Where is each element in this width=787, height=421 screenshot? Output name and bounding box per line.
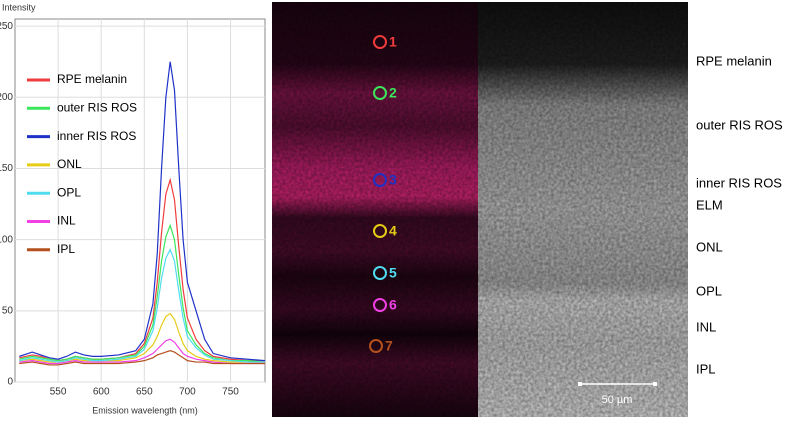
roi-marker (373, 173, 387, 187)
x-tick-label: 650 (136, 387, 153, 398)
legend-label: ONL (57, 157, 82, 171)
roi-marker (373, 35, 387, 49)
legend-label: inner RIS ROS (57, 129, 136, 143)
image-texture (478, 2, 688, 417)
roi-label: 1 (389, 34, 397, 50)
roi-label: 6 (389, 297, 397, 313)
y-tick-label: 250 (0, 21, 13, 32)
x-axis-label: Emission wavelength (nm) (92, 405, 198, 415)
plot-area (14, 18, 266, 383)
layer-label: outer RIS ROS (696, 117, 783, 132)
layer-label: ONL (696, 239, 723, 254)
legend-label: IPL (57, 242, 75, 256)
scale-bar-end (578, 382, 582, 386)
layer-label: ELM (696, 197, 723, 212)
y-axis-label: Intensity (2, 2, 36, 12)
series-line (19, 61, 266, 362)
roi-label: 2 (389, 85, 397, 101)
x-tick-label: 700 (179, 387, 196, 398)
legend-label: RPE melanin (57, 72, 127, 86)
y-tick-label: 200 (0, 92, 13, 103)
layer-label: RPE melanin (696, 53, 772, 68)
roi-label: 3 (389, 172, 397, 188)
roi-label: 5 (389, 265, 397, 281)
series-line (19, 350, 265, 366)
y-tick-label: 50 (2, 305, 14, 316)
roi-marker (369, 339, 383, 353)
legend-label: outer RIS ROS (57, 100, 137, 114)
y-tick-label: 150 (0, 163, 13, 174)
legend-label: OPL (57, 185, 81, 199)
roi-marker (373, 298, 387, 312)
scale-bar-end (653, 382, 657, 386)
roi-marker (373, 86, 387, 100)
series-line (19, 338, 265, 365)
y-tick-label: 0 (7, 377, 13, 388)
series-line (19, 248, 265, 363)
x-tick-label: 550 (50, 387, 67, 398)
layer-label: INL (696, 319, 716, 334)
y-tick-label: 100 (0, 234, 13, 245)
legend-label: INL (57, 214, 76, 228)
x-tick-label: 600 (93, 387, 110, 398)
image-texture (272, 2, 478, 417)
layer-label: IPL (696, 361, 716, 376)
roi-label: 7 (385, 338, 393, 354)
roi-label: 4 (389, 223, 397, 239)
series-line (19, 223, 266, 363)
roi-marker (373, 224, 387, 238)
roi-marker (373, 266, 387, 280)
scale-bar-label: 50 µm (602, 394, 633, 406)
x-tick-label: 750 (222, 387, 239, 398)
layer-label: inner RIS ROS (696, 175, 782, 190)
layer-label: OPL (696, 283, 722, 298)
